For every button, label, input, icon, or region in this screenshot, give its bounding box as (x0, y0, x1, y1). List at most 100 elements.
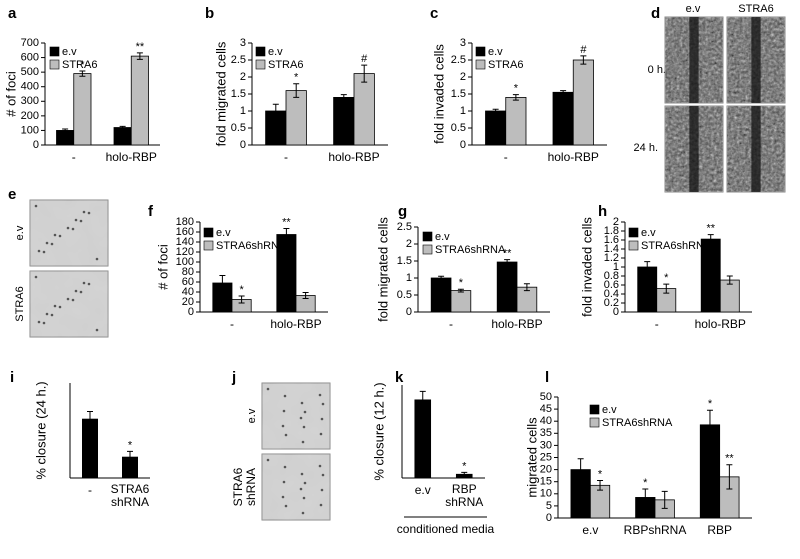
y-axis-label: % closure (12 h.) (371, 382, 386, 480)
legend-label: STRA6shRNA (602, 417, 673, 429)
x-tick-label: holo-RBP (328, 150, 379, 164)
error-bar (302, 292, 309, 299)
error-bar (457, 288, 464, 293)
y-tick-label: 500 (21, 66, 39, 78)
y-tick-label: 0 (546, 512, 552, 524)
y-tick-label: 0 (188, 306, 194, 318)
legend-swatch (589, 404, 600, 415)
row-label: 0 h. (648, 64, 666, 76)
y-tick-label: 1.8 (604, 225, 619, 237)
y-tick-label: 0 (240, 139, 246, 151)
wound-gap (689, 106, 699, 192)
cell-dot (34, 275, 38, 279)
significance-mark: * (708, 398, 713, 410)
x-tick-label: e.v (582, 523, 598, 537)
y-axis-label: # of foci (3, 71, 18, 117)
y-tick-label: 1.6 (604, 234, 619, 246)
legend-swatch (49, 59, 60, 70)
row-label: e.v (14, 225, 26, 240)
y-tick-label: 1 (406, 272, 412, 284)
cell-dot (82, 281, 86, 285)
cell-dot (321, 473, 325, 477)
panel-letter: d (651, 5, 660, 22)
y-tick-label: 0.8 (604, 270, 619, 282)
cell-dot (299, 487, 303, 491)
error-bar (438, 275, 445, 281)
y-tick-label: 2 (460, 71, 466, 83)
bar (637, 266, 658, 313)
cell-dot (319, 432, 323, 436)
y-tick-label: 600 (21, 51, 39, 63)
legend-label: STRA6shRNA (435, 244, 506, 256)
cell-dot (58, 305, 62, 309)
cell-dot (319, 503, 323, 507)
micrograph-texture (30, 200, 108, 266)
y-tick-label: 1.4 (604, 243, 619, 255)
legend-label: e.v (62, 46, 77, 58)
y-tick-label: 2 (613, 216, 619, 228)
legend-label: e.v (268, 46, 283, 58)
cell-dot (74, 289, 78, 293)
column-label: e.v (686, 3, 701, 15)
y-tick-label: 180 (176, 216, 194, 228)
panel-letter: b (205, 5, 214, 22)
cell-dot (302, 425, 306, 429)
category-label: RBP shRNA (445, 482, 484, 509)
legend-swatch (628, 240, 639, 251)
significance-mark: ** (136, 41, 145, 53)
y-axis-label: fold migrated cells (213, 41, 228, 146)
cell-dot (266, 387, 270, 391)
legend-swatch (49, 46, 60, 57)
error-bar (87, 411, 93, 428)
cell-dot (282, 480, 286, 484)
panel-letter: l (545, 369, 549, 386)
legend-swatch (422, 231, 433, 242)
cell-dot (303, 410, 307, 414)
bar (719, 279, 740, 313)
legend-swatch (255, 59, 266, 70)
y-tick-label: 25 (540, 451, 552, 463)
cell-dot (87, 211, 91, 215)
y-tick-label: 30 (540, 439, 552, 451)
bar (450, 290, 472, 313)
y-tick-label: 2.5 (397, 221, 412, 233)
cell-dot (66, 297, 70, 301)
error-bar (340, 94, 347, 101)
bar (333, 97, 355, 146)
cell-dot (284, 433, 288, 437)
x-tick-label: holo-RBP (106, 150, 157, 164)
column-label: STRA6 (738, 3, 773, 15)
x-tick-label: - (284, 150, 288, 164)
y-tick-label: 2 (406, 238, 412, 250)
y-tick-label: 3 (460, 37, 466, 49)
legend-swatch (628, 227, 639, 238)
y-tick-label: 0 (613, 306, 619, 318)
bar (505, 97, 527, 146)
significance-mark: * (598, 468, 603, 480)
significance-mark: # (361, 53, 368, 65)
cell-dot (282, 409, 286, 413)
y-tick-label: 2.5 (231, 54, 246, 66)
cell-dot (300, 401, 304, 405)
x-tick-label: holo-RBP (491, 317, 542, 331)
cell-dot (320, 488, 324, 492)
cell-dot (79, 219, 83, 223)
y-tick-label: 35 (540, 427, 552, 439)
y-tick-label: 400 (21, 81, 39, 93)
error-bar (642, 488, 649, 507)
cell-dot (58, 234, 62, 238)
bar (485, 110, 507, 146)
cell-dot (50, 242, 54, 246)
error-bar (62, 128, 69, 133)
x-tick-label: e.v (415, 483, 431, 497)
error-bar (419, 390, 426, 409)
cell-dot (37, 320, 41, 324)
wound-gap (751, 17, 761, 103)
bar (82, 418, 99, 479)
error-bar (219, 275, 226, 291)
category-label: STRA6 shRNA (231, 467, 258, 507)
cell-dot (37, 249, 41, 253)
error-bar (726, 275, 733, 285)
row-label: 24 h. (634, 142, 658, 154)
